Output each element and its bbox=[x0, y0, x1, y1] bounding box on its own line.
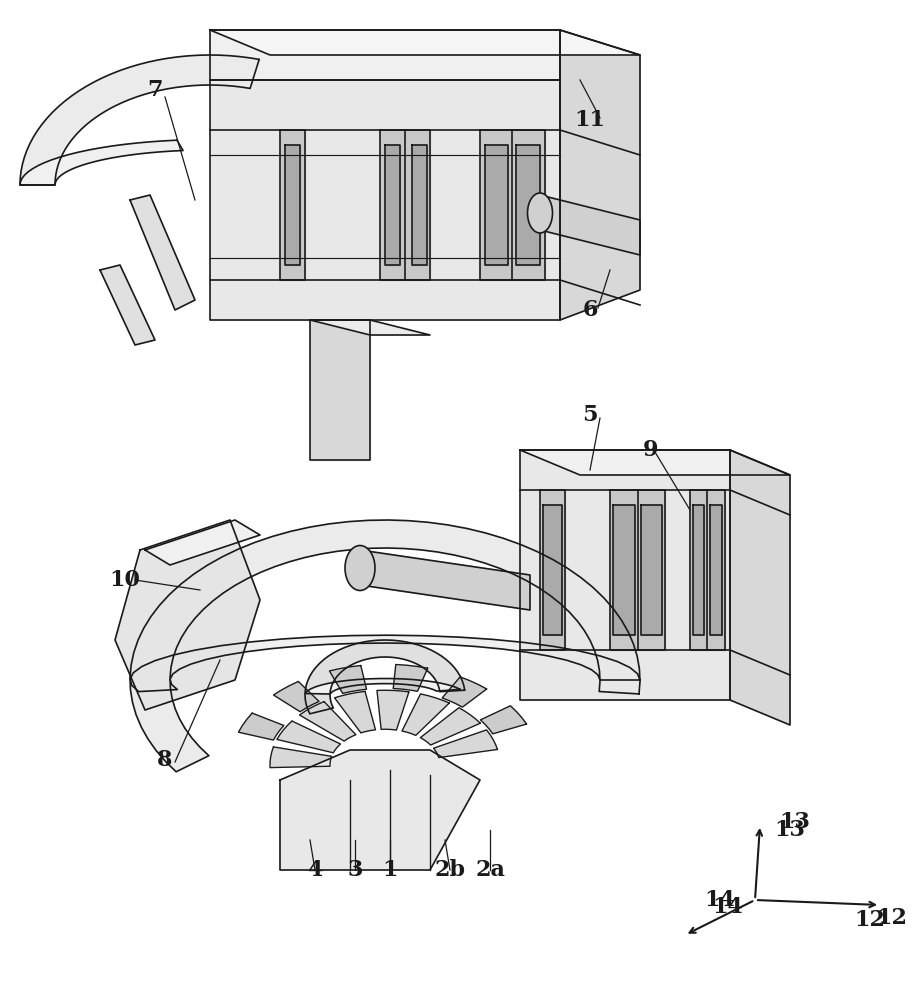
Polygon shape bbox=[613, 505, 635, 635]
Polygon shape bbox=[480, 130, 545, 280]
Polygon shape bbox=[239, 713, 284, 740]
Polygon shape bbox=[115, 520, 260, 710]
Polygon shape bbox=[280, 750, 480, 870]
Polygon shape bbox=[130, 195, 195, 310]
Text: 5: 5 bbox=[582, 404, 597, 426]
Polygon shape bbox=[480, 706, 527, 734]
Polygon shape bbox=[520, 450, 730, 700]
Polygon shape bbox=[485, 145, 508, 265]
Polygon shape bbox=[100, 265, 155, 345]
Polygon shape bbox=[412, 145, 427, 265]
Polygon shape bbox=[20, 140, 183, 185]
Text: 14: 14 bbox=[713, 896, 743, 918]
Polygon shape bbox=[693, 505, 704, 635]
Text: 6: 6 bbox=[582, 299, 597, 321]
Text: 12: 12 bbox=[855, 909, 886, 931]
Text: 13: 13 bbox=[780, 811, 811, 833]
Polygon shape bbox=[520, 450, 790, 475]
Polygon shape bbox=[516, 145, 540, 265]
Polygon shape bbox=[310, 320, 370, 460]
Text: 2b: 2b bbox=[435, 859, 466, 881]
Polygon shape bbox=[360, 550, 530, 610]
Polygon shape bbox=[145, 520, 260, 565]
Text: 7: 7 bbox=[147, 79, 163, 101]
Polygon shape bbox=[335, 691, 375, 733]
Text: 10: 10 bbox=[110, 569, 140, 591]
Polygon shape bbox=[277, 721, 340, 753]
Text: 3: 3 bbox=[348, 859, 362, 881]
Polygon shape bbox=[540, 195, 640, 255]
Polygon shape bbox=[329, 665, 367, 693]
Polygon shape bbox=[285, 145, 300, 265]
Ellipse shape bbox=[345, 546, 375, 590]
Polygon shape bbox=[434, 730, 498, 758]
Polygon shape bbox=[20, 55, 259, 185]
Polygon shape bbox=[210, 30, 640, 55]
Polygon shape bbox=[560, 30, 640, 320]
Polygon shape bbox=[385, 145, 400, 265]
Text: 11: 11 bbox=[575, 109, 606, 131]
Polygon shape bbox=[280, 130, 305, 280]
Text: 14: 14 bbox=[705, 889, 736, 911]
Polygon shape bbox=[299, 702, 356, 741]
Polygon shape bbox=[420, 708, 480, 745]
Text: 1: 1 bbox=[382, 859, 398, 881]
Text: 9: 9 bbox=[642, 439, 658, 461]
Polygon shape bbox=[543, 505, 562, 635]
Polygon shape bbox=[130, 635, 640, 692]
Polygon shape bbox=[310, 320, 430, 335]
Polygon shape bbox=[730, 450, 790, 725]
Polygon shape bbox=[402, 694, 449, 735]
Polygon shape bbox=[306, 679, 460, 694]
Text: 8: 8 bbox=[157, 749, 173, 771]
Polygon shape bbox=[690, 490, 725, 650]
Polygon shape bbox=[380, 130, 430, 280]
Polygon shape bbox=[641, 505, 662, 635]
Polygon shape bbox=[377, 690, 409, 730]
Text: 12: 12 bbox=[877, 907, 908, 929]
Ellipse shape bbox=[528, 193, 553, 233]
Text: 13: 13 bbox=[775, 819, 805, 841]
Text: 4: 4 bbox=[307, 859, 323, 881]
Polygon shape bbox=[210, 30, 560, 80]
Text: 2a: 2a bbox=[475, 859, 505, 881]
Polygon shape bbox=[442, 677, 487, 707]
Polygon shape bbox=[210, 80, 560, 320]
Polygon shape bbox=[270, 747, 331, 768]
Polygon shape bbox=[274, 681, 319, 712]
Polygon shape bbox=[540, 490, 565, 650]
Polygon shape bbox=[710, 505, 722, 635]
Polygon shape bbox=[393, 664, 427, 691]
Polygon shape bbox=[130, 520, 640, 772]
Polygon shape bbox=[610, 490, 665, 650]
Polygon shape bbox=[305, 640, 465, 714]
